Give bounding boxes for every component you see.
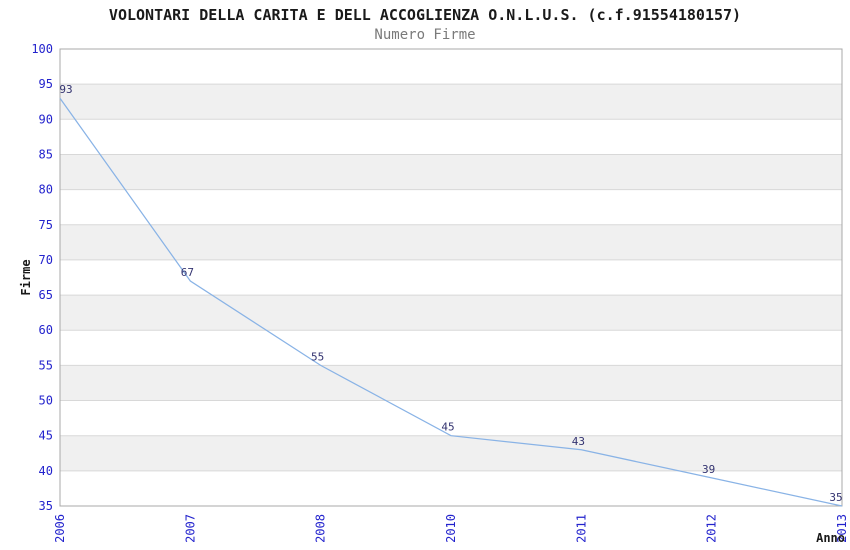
plot-band	[60, 400, 842, 436]
y-tick-label: 95	[39, 77, 53, 91]
data-point-label: 45	[441, 421, 454, 434]
x-tick-label: 2006	[53, 514, 67, 543]
data-point-label: 39	[702, 463, 715, 476]
series-line	[59, 97, 843, 507]
chart-subtitle: Numero Firme	[374, 27, 476, 43]
y-tick-label: 65	[39, 288, 53, 302]
y-tick-label: 80	[39, 183, 53, 197]
plot-band	[60, 259, 842, 296]
y-tick-label: 40	[39, 464, 53, 478]
y-tick-label: 85	[39, 147, 53, 161]
plot-band	[60, 330, 842, 366]
y-tick-label: 35	[39, 499, 53, 513]
y-tick-label: 90	[39, 112, 53, 126]
x-tick-label: 2010	[444, 514, 458, 543]
y-tick-label: 45	[39, 429, 53, 443]
plot-band	[60, 224, 842, 260]
y-tick-label: 60	[39, 323, 53, 337]
data-point-label: 67	[181, 266, 194, 279]
plot-band	[60, 435, 842, 471]
data-point-label: 55	[311, 350, 324, 363]
x-tick-label: 2012	[705, 514, 719, 543]
plot-band	[60, 84, 842, 120]
data-point-label: 35	[829, 491, 842, 504]
y-tick-label: 50	[39, 394, 53, 408]
plot-band	[60, 49, 842, 85]
plot-band	[60, 189, 842, 225]
y-tick-label: 100	[31, 42, 53, 56]
x-tick-label: 2013	[835, 514, 849, 543]
y-tick-label: 70	[39, 253, 53, 267]
y-axis-label: Firme	[19, 259, 33, 295]
plot-band	[60, 295, 842, 331]
plot-band	[60, 365, 842, 401]
plot-band	[60, 154, 842, 190]
data-point-label: 93	[59, 83, 72, 96]
x-tick-label: 2007	[183, 514, 197, 543]
x-tick-label: 2011	[574, 514, 588, 543]
data-point-label: 43	[572, 435, 585, 448]
chart-title: VOLONTARI DELLA CARITA E DELL ACCOGLIENZ…	[108, 6, 742, 24]
x-axis-label: Anno	[816, 531, 845, 545]
y-tick-label: 75	[39, 218, 53, 232]
plot-band	[60, 470, 842, 506]
plot-band	[60, 119, 842, 155]
y-tick-label: 55	[39, 358, 53, 372]
plot-border	[59, 48, 843, 507]
x-tick-label: 2008	[314, 514, 328, 543]
